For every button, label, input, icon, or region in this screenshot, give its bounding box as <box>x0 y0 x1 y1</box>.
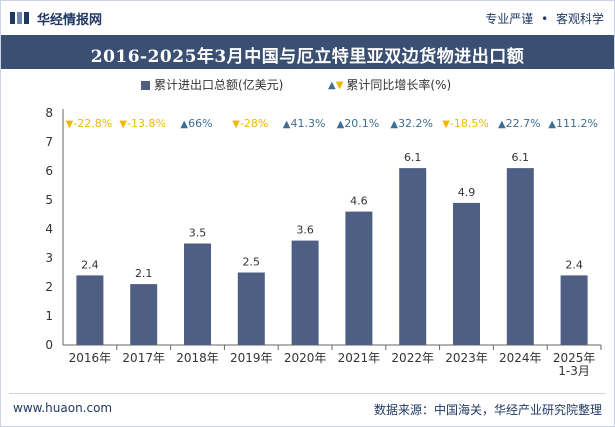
growth-rate-label: ▲32.2% <box>390 117 433 130</box>
bar-value-label: 4.6 <box>350 195 368 208</box>
legend-item-total: 累计进出口总额(亿美元) <box>141 76 283 93</box>
y-tick-label: 3 <box>45 251 53 265</box>
bar-chart: 0 1 2 3 4 5 6 7 8 2.4 2016年 ▼-22.8% 2.1 2017年 ▼-13.8% 3… <box>45 106 602 378</box>
x-tick-label: 2019年 <box>230 351 273 365</box>
bar-value-label: 2.1 <box>135 267 153 280</box>
y-tick-label: 5 <box>45 193 53 207</box>
growth-rate-label: ▼-18.5% <box>442 117 489 130</box>
bar-value-label: 6.1 <box>404 151 422 164</box>
y-tick-label: 7 <box>45 135 53 149</box>
growth-rate-label: ▼-28% <box>232 117 268 130</box>
bar-value-label: 6.1 <box>512 151 530 164</box>
growth-rate-label: ▲41.3% <box>283 117 326 130</box>
chart-title: 2016-2025年3月中国与厄立特里亚双边货物进出口额 <box>90 47 525 67</box>
slogan: 专业严谨 • 客观科学 <box>485 10 604 27</box>
bar-value-label: 4.9 <box>458 186 476 199</box>
brand-logo-icon <box>10 12 29 24</box>
legend-down-triangle-icon: ▼ <box>335 80 344 91</box>
bar-value-label: 2.5 <box>243 256 261 269</box>
x-tick-label: 2024年 <box>499 351 542 365</box>
x-tick-label: 2018年 <box>176 351 219 365</box>
slogan-tag-professional: 专业严谨 <box>485 12 534 26</box>
top-bar: 华经情报网 专业严谨 • 客观科学 <box>1 1 614 35</box>
x-tick-label: 2025年 1-3月 <box>553 351 596 378</box>
growth-rate-label: ▼-13.8% <box>119 117 166 130</box>
bar <box>345 211 373 345</box>
legend-item-growth: ▲▼ 累计同比增长率(%) <box>328 76 451 93</box>
growth-rate-label: ▼-22.8% <box>66 117 113 130</box>
footer-website: www.huaon.com <box>13 401 113 415</box>
bar-value-label: 3.5 <box>189 227 207 240</box>
bar <box>76 275 104 345</box>
bar <box>453 202 480 345</box>
bar <box>184 243 211 345</box>
bar <box>399 168 427 345</box>
bar-value-label: 3.6 <box>296 224 314 237</box>
y-tick-label: 4 <box>45 222 53 236</box>
growth-rate-label: ▲22.7% <box>498 117 541 130</box>
x-tick-label: 2016年 <box>69 351 112 365</box>
y-tick-label: 6 <box>45 164 53 178</box>
slogan-separator: • <box>541 12 549 26</box>
footer-source: 数据来源：中国海关，华经产业研究院整理 <box>373 403 602 417</box>
legend-up-triangle-icon: ▲ <box>328 80 336 91</box>
bar-value-label: 2.4 <box>81 258 99 271</box>
legend-bar-swatch <box>141 81 150 90</box>
bar <box>560 275 588 345</box>
bar <box>506 168 534 345</box>
y-tick-label: 2 <box>45 280 53 294</box>
title-bar: 2016-2025年3月中国与厄立特里亚双边货物进出口额 <box>1 35 614 69</box>
y-tick-label: 1 <box>45 309 53 323</box>
legend-growth-label: 累计同比增长率(%) <box>346 78 452 92</box>
x-tick-label: 2017年 <box>122 351 165 365</box>
x-tick-label: 2020年 <box>284 351 327 365</box>
growth-rate-label: ▲111.2% <box>548 117 598 130</box>
legend-bar-label: 累计进出口总额(亿美元) <box>154 78 284 92</box>
x-tick-label: 2023年 <box>445 351 488 365</box>
bar <box>291 240 319 345</box>
bar-value-label: 2.4 <box>565 258 583 271</box>
growth-rate-label: ▲20.1% <box>337 117 380 130</box>
chart-legend: 累计进出口总额(亿美元) ▲▼ 累计同比增长率(%) <box>1 76 614 94</box>
x-tick-label: 2021年 <box>338 351 381 365</box>
growth-rate-label: ▲66% <box>180 117 212 130</box>
footer-divider <box>9 393 606 394</box>
bar <box>237 272 265 345</box>
x-tick-label: 2022年 <box>391 351 434 365</box>
bar <box>130 284 158 345</box>
y-tick-label: 0 <box>45 338 53 352</box>
y-tick-label: 8 <box>45 106 53 120</box>
brand-name: 华经情报网 <box>37 13 103 28</box>
slogan-tag-objective: 客观科学 <box>555 12 604 26</box>
